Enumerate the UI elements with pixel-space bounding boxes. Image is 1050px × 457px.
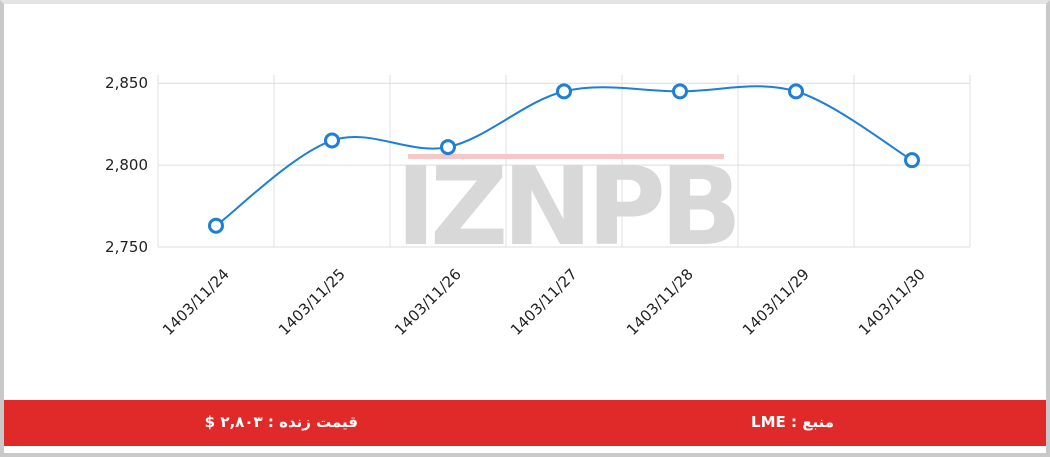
point xyxy=(324,132,340,149)
x-tick-label: 1403/11/28 xyxy=(623,265,697,339)
watermark-group: IZNPB xyxy=(396,145,742,270)
x-tick-label: 1403/11/25 xyxy=(275,265,349,339)
y-tick-label: 2,800 xyxy=(105,156,148,174)
x-tick-label: 1403/11/30 xyxy=(855,265,929,339)
point xyxy=(440,139,456,156)
point xyxy=(904,152,920,169)
footer-bar: قیمت زنده : ۲,۸۰۳ $ منبع : LME xyxy=(4,400,1046,446)
y-tick-label: 2,850 xyxy=(105,74,148,92)
watermark-stripe xyxy=(408,154,724,159)
point xyxy=(556,83,572,100)
watermark: IZNPB xyxy=(396,145,736,270)
x-tick-label: 1403/11/27 xyxy=(507,265,581,339)
grid xyxy=(157,75,971,248)
point xyxy=(672,83,688,100)
y-tick-label: 2,750 xyxy=(105,238,148,256)
point xyxy=(788,83,804,100)
point xyxy=(208,217,224,234)
chart: IZNPB 2,750 2,800 2,850 1403/11/24 1403/11/2… xyxy=(105,74,971,339)
x-tick-label: 1403/11/24 xyxy=(159,265,233,339)
x-tick-label: 1403/11/26 xyxy=(391,265,465,339)
source: منبع : LME xyxy=(751,413,834,431)
x-tick-label: 1403/11/29 xyxy=(739,265,813,339)
live-price: قیمت زنده : ۲,۸۰۳ $ xyxy=(204,413,358,431)
